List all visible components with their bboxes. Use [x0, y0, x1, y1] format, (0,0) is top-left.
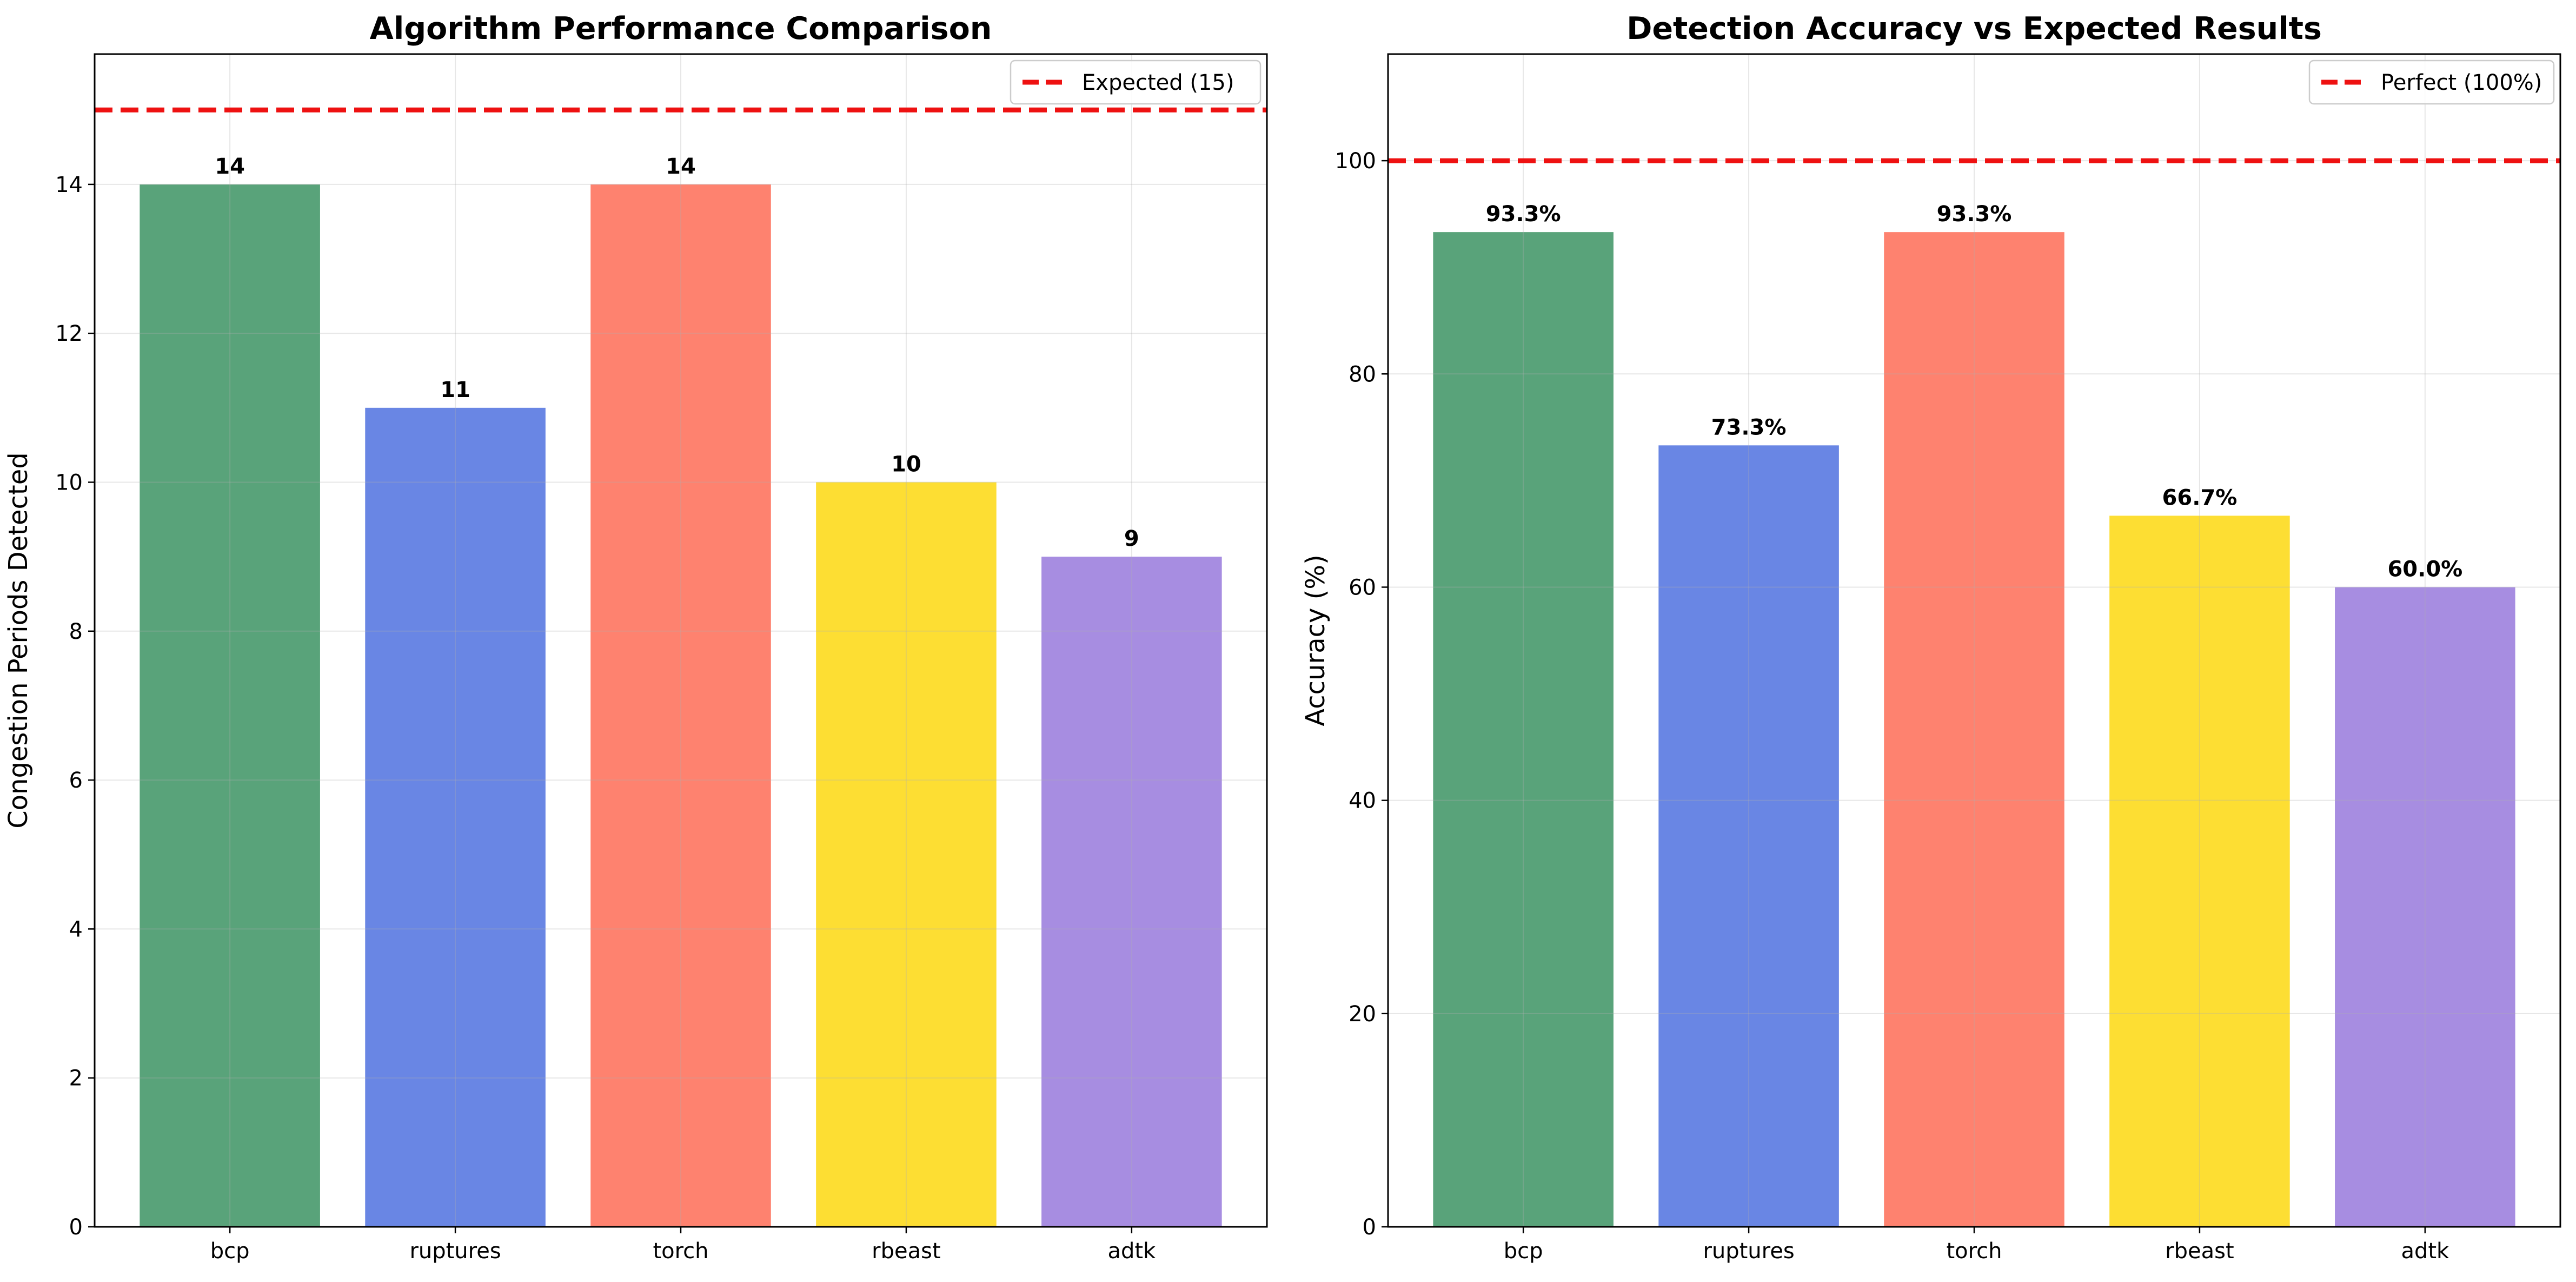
- legend-box: [2308, 60, 2555, 105]
- bar-adtk: [1041, 557, 1222, 1227]
- y-tick-label: 20: [1349, 1002, 1376, 1027]
- y-tick-label: 0: [1363, 1215, 1376, 1240]
- x-tick-label-torch: torch: [1946, 1239, 2002, 1264]
- bar-rbeast: [816, 482, 997, 1227]
- x-tick-label-bcp: bcp: [210, 1239, 250, 1264]
- y-tick-label: 2: [69, 1066, 83, 1091]
- y-tick-label: 40: [1349, 789, 1376, 814]
- legend-box: [1010, 60, 1262, 105]
- y-tick-label: 100: [1335, 149, 1376, 174]
- axes-frame: [1387, 53, 2561, 1228]
- y-tick-label: 6: [69, 768, 83, 793]
- bar-value-label-torch: 93.3%: [1937, 202, 2012, 227]
- bar-value-label-ruptures: 73.3%: [1711, 415, 1787, 440]
- y-axis-label: Congestion Periods Detected: [3, 452, 34, 829]
- y-tick-label: 14: [55, 173, 83, 197]
- x-tick-label-adtk: adtk: [2401, 1239, 2449, 1264]
- x-tick-label-ruptures: ruptures: [1703, 1239, 1794, 1264]
- y-tick-label: 0: [69, 1215, 83, 1240]
- x-tick-label-torch: torch: [653, 1239, 708, 1264]
- y-tick-label: 12: [55, 321, 83, 346]
- bar-rbeast: [2109, 516, 2290, 1227]
- bar-value-label-bcp: 14: [215, 154, 245, 179]
- axes-frame: [94, 53, 1268, 1228]
- bar-value-label-adtk: 9: [1124, 526, 1139, 551]
- bar-value-label-adtk: 60.0%: [2387, 557, 2462, 581]
- x-tick-label-bcp: bcp: [1504, 1239, 1543, 1264]
- bar-ruptures: [365, 407, 546, 1227]
- bar-ruptures: [1658, 445, 1839, 1227]
- bar-value-label-bcp: 93.3%: [1486, 202, 1561, 227]
- bar-torch: [590, 184, 771, 1227]
- x-tick-label-ruptures: ruptures: [409, 1239, 501, 1264]
- x-tick-label-rbeast: rbeast: [2165, 1239, 2234, 1264]
- bar-torch: [1884, 232, 2064, 1227]
- y-tick-label: 8: [69, 619, 83, 644]
- x-tick-label-rbeast: rbeast: [872, 1239, 940, 1264]
- y-tick-label: 4: [69, 917, 83, 942]
- right-chart-panel: Detection Accuracy vs Expected Results Ac…: [1300, 11, 2561, 1264]
- bar-value-label-rbeast: 10: [891, 452, 921, 477]
- legend-label: Expected (15): [1082, 70, 1234, 95]
- bar-bcp: [1433, 232, 1614, 1227]
- y-axis-label: Accuracy (%): [1300, 554, 1331, 726]
- y-tick-label: 10: [55, 470, 83, 495]
- chart-title: Detection Accuracy vs Expected Results: [1626, 11, 2322, 47]
- legend: Perfect (100%): [2308, 60, 2555, 105]
- x-tick-label-adtk: adtk: [1107, 1239, 1156, 1264]
- bar-bcp: [140, 184, 320, 1227]
- bar-adtk: [2335, 587, 2515, 1227]
- y-tick-label: 60: [1349, 575, 1376, 600]
- chart-title: Algorithm Performance Comparison: [370, 11, 992, 47]
- y-tick-label: 80: [1349, 362, 1376, 387]
- left-chart-panel: Algorithm Performance Comparison Congesti…: [3, 11, 1268, 1264]
- bar-value-label-torch: 14: [666, 154, 696, 179]
- legend: Expected (15): [1010, 60, 1262, 105]
- bar-value-label-rbeast: 66.7%: [2162, 485, 2238, 510]
- legend-label: Perfect (100%): [2381, 70, 2542, 95]
- bar-value-label-ruptures: 11: [440, 378, 470, 402]
